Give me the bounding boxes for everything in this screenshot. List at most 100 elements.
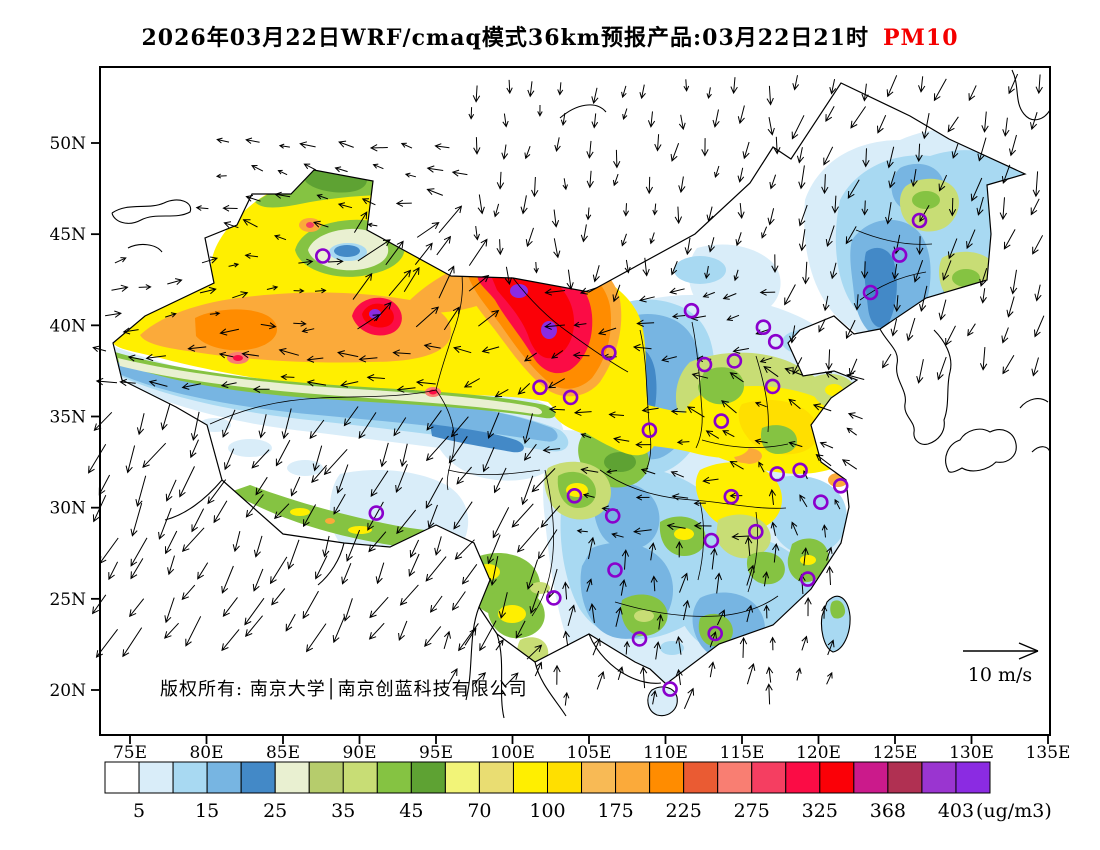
wind-arrow	[737, 203, 745, 219]
lon-tick-label: 100E	[490, 743, 535, 763]
wind-arrow	[789, 325, 797, 344]
wind-arrow	[674, 206, 683, 225]
wind-arrow	[947, 238, 958, 260]
wind-arrow	[654, 134, 662, 152]
wind-arrow	[334, 166, 348, 173]
colorbar-tick-label: 275	[734, 800, 770, 822]
wind-arrow	[358, 355, 378, 363]
wind-arrow	[333, 493, 346, 515]
wind-arrow	[105, 310, 122, 318]
wind-arrow	[647, 111, 656, 128]
wind-arrow	[241, 350, 259, 359]
wind-arrow	[826, 671, 833, 685]
wind-arrow	[572, 351, 590, 360]
wind-arrow	[531, 468, 556, 493]
wind-arrow	[691, 372, 709, 380]
copyright-text: 版权所有: 南京大学│南京创蓝科技有限公司	[160, 678, 528, 700]
wind-arrow	[218, 351, 234, 359]
neighbor-coastlines	[111, 69, 1051, 719]
colorbar: 5 15 25 35 45 70 100 175 225 275 325 368 403 (ug/m3)	[104, 761, 1052, 822]
wind-arrow	[358, 412, 377, 440]
wind-arrow	[551, 209, 560, 228]
wind-arrow	[506, 79, 513, 95]
wind-arrow	[125, 445, 136, 474]
wind-arrow	[649, 232, 655, 245]
wind-arrow	[551, 350, 564, 359]
colorbar-tick-label: 25	[263, 800, 287, 822]
wind-arrow	[119, 378, 136, 387]
wind-arrow	[784, 284, 796, 306]
wind-arrow	[976, 196, 984, 216]
wind-arrow	[494, 388, 509, 398]
colorbar-tick-label: 45	[399, 800, 423, 822]
colorbar-cell	[206, 761, 242, 794]
wind-arrow	[1010, 269, 1018, 295]
wind-arrow	[767, 208, 775, 226]
wind-arrow	[130, 537, 148, 567]
wind-arrow	[746, 564, 755, 586]
wind-arrow	[299, 141, 316, 149]
wind-arrow	[979, 268, 988, 287]
wind-arrow	[451, 169, 468, 177]
colorbar-cell	[853, 761, 889, 794]
wind-arrow	[1030, 198, 1040, 216]
wind-arrow	[468, 238, 488, 266]
wind-arrow	[942, 260, 952, 281]
colorbar-cell	[376, 761, 412, 794]
wind-arrow	[443, 630, 451, 650]
wind-arrow	[675, 668, 683, 686]
wind-arrow	[489, 556, 499, 586]
wind-arrow	[933, 78, 947, 102]
wind-arrow	[426, 188, 443, 196]
colorbar-cell	[240, 761, 276, 794]
wind-arrow	[222, 409, 236, 438]
wind-legend-arrow-head	[1018, 642, 1039, 660]
wind-arrow	[1001, 327, 1009, 344]
wind-arrow	[586, 140, 594, 159]
wind-arrow	[773, 136, 781, 155]
wind-arrow	[436, 235, 452, 256]
wind-arrow	[771, 543, 780, 563]
wind-arrow	[251, 165, 264, 172]
wind-arrow	[650, 575, 658, 592]
colorbar-tick-label: 325	[802, 800, 838, 822]
wind-arrow	[130, 502, 143, 537]
wind-arrow	[353, 211, 368, 233]
wind-arrow	[275, 439, 291, 467]
lon-tick-label: 105E	[567, 743, 612, 763]
wind-arrow	[438, 205, 463, 234]
colorbar-cell	[887, 761, 923, 794]
wind-arrow	[537, 104, 543, 117]
wind-arrow	[479, 620, 497, 652]
wind-arrow	[302, 590, 319, 620]
wind-arrow	[770, 521, 777, 536]
colorbar-cell	[649, 761, 685, 794]
wind-arrow	[679, 572, 689, 593]
wind-arrow	[542, 446, 561, 454]
wind-arrow	[573, 321, 587, 328]
wind-arrow	[312, 220, 329, 228]
station-marker-kunming	[545, 590, 562, 606]
wind-arrow	[916, 236, 924, 256]
wind-arrow	[111, 284, 129, 292]
wind-arrow	[438, 265, 455, 299]
wind-arrow	[650, 689, 658, 705]
wind-arrow	[573, 408, 592, 417]
colorbar-tick-label: 35	[331, 800, 355, 822]
wind-arrow	[303, 163, 317, 171]
wind-arrow	[108, 561, 119, 581]
wind-arrow	[369, 596, 389, 619]
wind-arrow	[613, 149, 621, 169]
wind-arrow	[1035, 74, 1043, 95]
wind-arrow	[731, 532, 750, 541]
wind-arrow	[714, 165, 720, 179]
wind-arrow	[314, 288, 327, 294]
wind-arrow	[890, 318, 898, 337]
wind-arrow	[273, 234, 287, 241]
wind-arrow	[523, 352, 537, 362]
wind-arrow	[315, 555, 328, 580]
wind-arrow	[1031, 357, 1039, 377]
wind-arrow	[185, 616, 202, 647]
colorbar-tick-label: 100	[529, 800, 565, 822]
colorbar-cell	[342, 761, 378, 794]
